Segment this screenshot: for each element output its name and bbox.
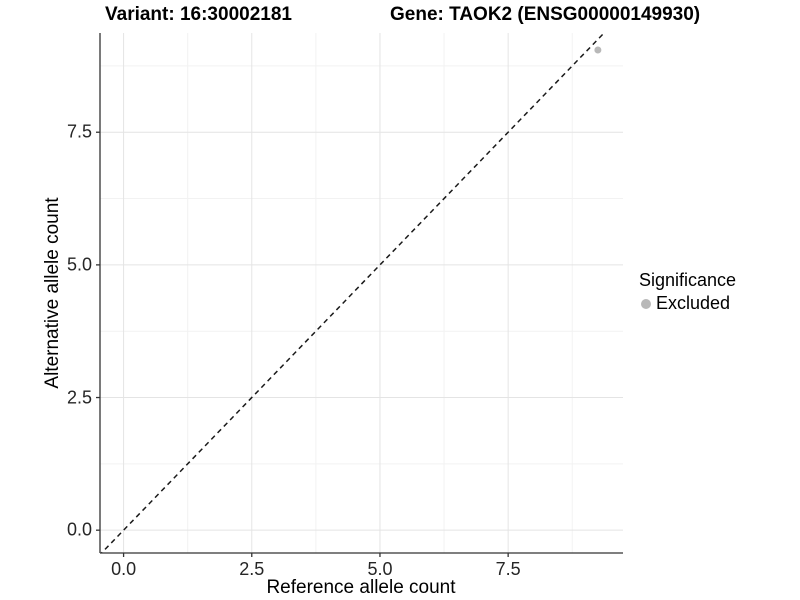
x-tick-label: 5.0 [367,559,393,579]
legend-title: Significance [639,270,737,290]
legend-point-icon [641,298,651,309]
legend-item-excluded: Excluded [639,293,736,314]
x-tick-label: 2.5 [239,559,265,579]
identity-reference-line [100,33,606,553]
legend: Significance Excluded [639,270,736,314]
y-axis-label: Alternative allele count [42,197,63,389]
y-tick-label: 7.5 [66,121,92,142]
y-tick-label: 2.5 [66,387,92,408]
plot-title-gene: Gene: TAOK2 (ENSG00000149930) [390,4,701,25]
y-tick-label: 0.0 [66,519,92,540]
x-tick-label: 0.0 [111,559,137,579]
plot-title-variant: Variant: 16:30002181 [105,4,292,25]
legend-item-label: Excluded [656,293,731,313]
y-tick-label: 5.0 [66,254,92,275]
x-axis-label: Reference allele count [266,577,456,598]
x-tick-label: 7.5 [495,559,521,579]
data-point-excluded [594,46,602,54]
